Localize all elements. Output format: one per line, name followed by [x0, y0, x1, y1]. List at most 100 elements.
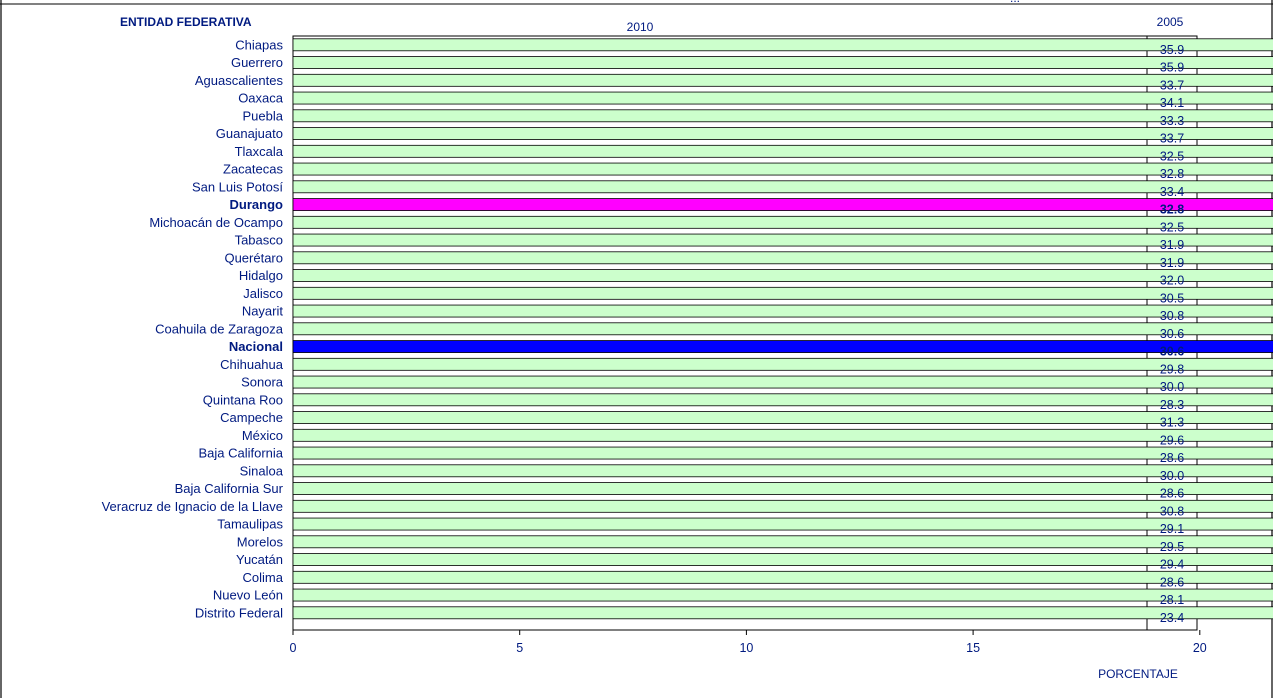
bar-queretaro: [292, 251, 1273, 265]
bar-veracruz-de-ignacio-de-la-llave: [292, 499, 1273, 513]
category-label-mexico: México: [242, 428, 283, 443]
category-label-baja-california: Baja California: [198, 446, 283, 461]
category-label-tamaulipas: Tamaulipas: [217, 517, 283, 532]
bar-baja-california: [292, 446, 1273, 460]
secondary-value-guanajuato: 33.7: [1160, 132, 1184, 146]
x-tick-label-15: 15: [966, 641, 980, 655]
category-header: ENTIDAD FEDERATIVA: [120, 15, 252, 29]
category-label-nacional: Nacional: [229, 339, 283, 354]
secondary-value-puebla: 33.3: [1160, 114, 1184, 128]
category-label-queretaro: Querétaro: [224, 250, 283, 265]
bar-colima: [292, 570, 1273, 584]
bar-michoacan-de-ocampo: [292, 215, 1273, 229]
category-label-colima: Colima: [243, 570, 284, 585]
secondary-value-queretaro: 31.9: [1160, 256, 1184, 270]
category-label-coahuila-de-zaragoza: Coahuila de Zaragoza: [155, 321, 284, 336]
secondary-value-sonora: 30.0: [1160, 380, 1184, 394]
bar-baja-california-sur: [292, 482, 1273, 495]
secondary-value-mexico: 29.6: [1160, 433, 1184, 447]
category-label-san-luis-potosi: San Luis Potosí: [192, 179, 283, 194]
secondary-values-group: 35.9 35.9 33.7 34.1 33.3 33.7 32.5 32.8 33.4 32.8…: [1160, 43, 1184, 625]
secondary-value-tamaulipas: 29.1: [1160, 522, 1184, 536]
category-label-jalisco: Jalisco: [243, 286, 283, 301]
category-label-hidalgo: Hidalgo: [239, 268, 283, 283]
secondary-value-tlaxcala: 32.5: [1160, 149, 1184, 163]
x-tick-label-10: 10: [739, 641, 753, 655]
category-label-sinaloa: Sinaloa: [240, 463, 284, 478]
secondary-value-yucatan: 29.4: [1160, 558, 1184, 572]
secondary-value-san-luis-potosi: 33.4: [1160, 185, 1184, 199]
secondary-value-chiapas: 35.9: [1160, 43, 1184, 57]
secondary-value-aguascalientes: 33.7: [1160, 78, 1184, 92]
bar-hidalgo: [292, 269, 1273, 282]
category-label-quintana-roo: Quintana Roo: [203, 392, 283, 407]
secondary-value-durango: 32.8: [1160, 203, 1184, 217]
bar-guanajuato: [292, 127, 1273, 140]
bar-coahuila-de-zaragoza: [292, 322, 1273, 336]
secondary-value-morelos: 29.5: [1160, 540, 1184, 554]
category-label-distrito-federal: Distrito Federal: [195, 605, 283, 620]
bar-nacional: [292, 340, 1273, 353]
secondary-value-baja-california: 28.6: [1160, 451, 1184, 465]
category-label-oaxaca: Oaxaca: [238, 91, 284, 106]
bar-sonora: [292, 375, 1273, 389]
bar-morelos: [292, 535, 1273, 549]
bar-campeche: [292, 411, 1273, 424]
x-tick-label-5: 5: [516, 641, 523, 655]
category-label-guanajuato: Guanajuato: [216, 126, 283, 141]
category-label-veracruz-de-ignacio-de-la-llave: Veracruz de Ignacio de la Llave: [102, 499, 283, 514]
category-label-chiapas: Chiapas: [235, 37, 283, 52]
bar-chihuahua: [292, 357, 1273, 371]
bar-tabasco: [292, 233, 1273, 247]
secondary-value-coahuila-de-zaragoza: 30.6: [1160, 327, 1184, 341]
secondary-value-jalisco: 30.5: [1160, 291, 1184, 305]
x-tick-label-0: 0: [290, 641, 297, 655]
secondary-value-michoacan-de-ocampo: 32.5: [1160, 220, 1184, 234]
category-label-durango: Durango: [230, 197, 284, 212]
secondary-column-header: 2005: [1157, 15, 1184, 29]
category-label-zacatecas: Zacatecas: [223, 162, 283, 177]
secondary-value-chihuahua: 29.8: [1160, 362, 1184, 376]
x-tick-label-20: 20: [1193, 641, 1207, 655]
category-label-nuevo-leon: Nuevo León: [213, 588, 283, 603]
secondary-value-tabasco: 31.9: [1160, 238, 1184, 252]
category-label-morelos: Morelos: [237, 534, 284, 549]
category-label-nayarit: Nayarit: [242, 304, 284, 319]
x-axis-label: PORCENTAJE: [1098, 667, 1178, 681]
bar-nayarit: [292, 304, 1273, 318]
bar-yucatan: [292, 553, 1273, 566]
bars-group: [292, 38, 1273, 620]
bar-chiapas: [292, 38, 1273, 52]
bar-aguascalientes: [292, 73, 1273, 87]
bar-durango: [292, 198, 1273, 211]
bar-quintana-roo: [292, 393, 1273, 407]
secondary-value-zacatecas: 32.8: [1160, 167, 1184, 181]
bar-oaxaca: [292, 91, 1273, 105]
bar-jalisco: [292, 286, 1273, 300]
category-label-tlaxcala: Tlaxcala: [235, 144, 284, 159]
title-fragment: ...: [1010, 0, 1020, 5]
secondary-value-colima: 28.6: [1160, 575, 1184, 589]
category-label-baja-california-sur: Baja California Sur: [175, 481, 284, 496]
bar-tlaxcala: [292, 144, 1273, 158]
category-label-puebla: Puebla: [243, 108, 284, 123]
secondary-value-sinaloa: 30.0: [1160, 469, 1184, 483]
category-label-yucatan: Yucatán: [236, 552, 283, 567]
x-axis-ticks-group: 05101520253035: [290, 630, 1207, 655]
bar-zacatecas: [292, 162, 1273, 176]
bar-guerrero: [292, 56, 1273, 69]
bar-puebla: [292, 109, 1273, 123]
bar-sinaloa: [292, 464, 1273, 478]
secondary-value-quintana-roo: 28.3: [1160, 398, 1184, 412]
bar-nuevo-leon: [292, 588, 1273, 602]
secondary-value-distrito-federal: 23.4: [1160, 611, 1184, 625]
category-label-chihuahua: Chihuahua: [220, 357, 284, 372]
secondary-value-guerrero: 35.9: [1160, 61, 1184, 75]
secondary-value-nuevo-leon: 28.1: [1160, 593, 1184, 607]
secondary-value-hidalgo: 32.0: [1160, 274, 1184, 288]
category-label-michoacan-de-ocampo: Michoacán de Ocampo: [149, 215, 283, 230]
category-label-campeche: Campeche: [220, 410, 283, 425]
bar-mexico: [292, 428, 1273, 442]
